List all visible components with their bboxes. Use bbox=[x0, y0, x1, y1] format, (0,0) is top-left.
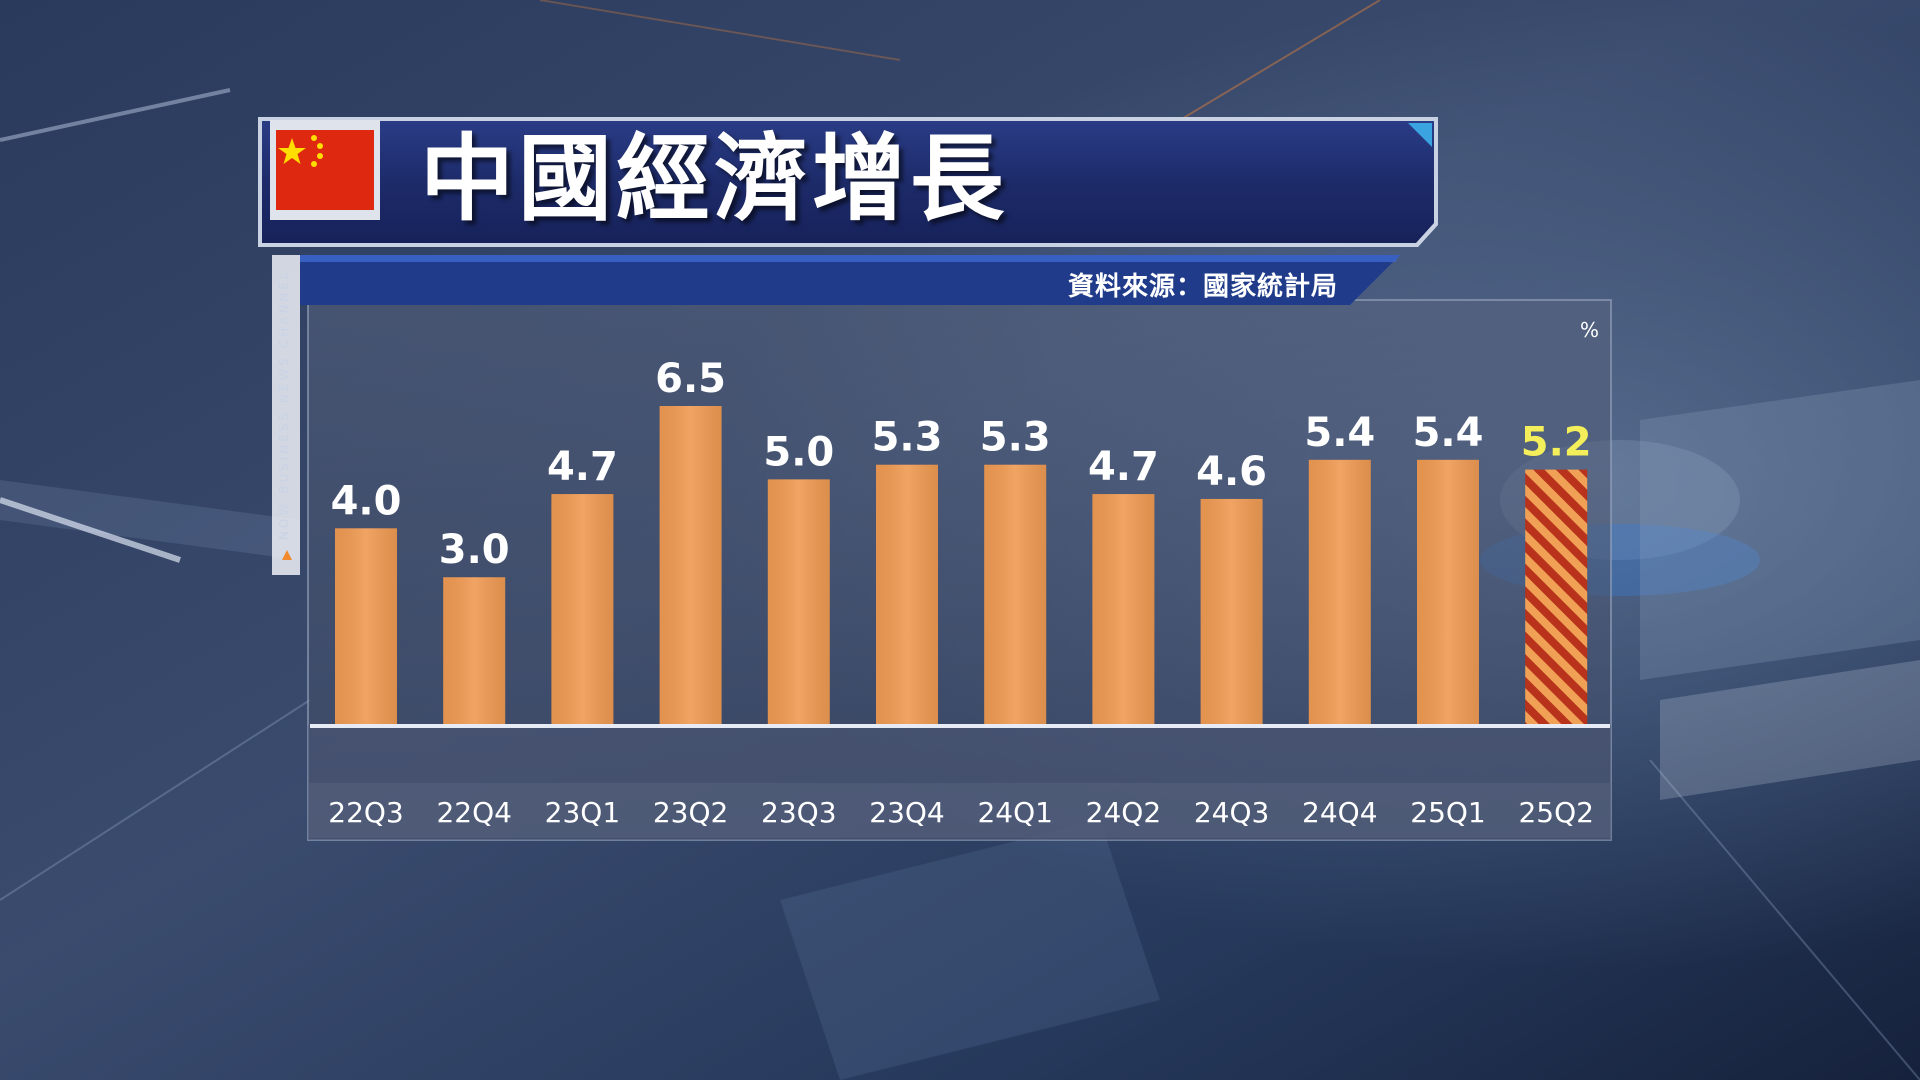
value-label-22Q3: 4.0 bbox=[331, 478, 402, 524]
title-banner bbox=[258, 117, 1438, 247]
bar-shading-23Q4 bbox=[876, 464, 938, 724]
value-label-24Q3: 4.6 bbox=[1196, 449, 1267, 495]
value-label-25Q1: 5.4 bbox=[1413, 410, 1484, 456]
chart-title: 中國經濟增長 bbox=[420, 125, 1009, 234]
bar-shading-23Q3 bbox=[767, 479, 830, 724]
category-label-24Q4: 24Q4 bbox=[1302, 796, 1377, 829]
value-label-24Q4: 5.4 bbox=[1304, 410, 1375, 456]
bar-shading-24Q2 bbox=[1092, 494, 1155, 724]
bar-shading-22Q4 bbox=[443, 577, 506, 724]
category-label-25Q2: 25Q2 bbox=[1518, 796, 1593, 829]
bar-shading-24Q1 bbox=[984, 464, 1047, 724]
category-label-24Q3: 24Q3 bbox=[1194, 796, 1269, 829]
category-label-23Q3: 23Q3 bbox=[761, 796, 836, 829]
value-label-23Q2: 6.5 bbox=[655, 356, 726, 402]
value-label-24Q1: 5.3 bbox=[980, 415, 1051, 461]
value-label-23Q3: 5.0 bbox=[763, 429, 834, 475]
value-label-22Q4: 3.0 bbox=[439, 527, 510, 573]
category-label-22Q3: 22Q3 bbox=[328, 796, 403, 829]
china-flag-icon bbox=[270, 120, 380, 220]
bar-shading-22Q3 bbox=[335, 528, 397, 724]
source-note: 資料來源：國家統計局 bbox=[1067, 272, 1338, 302]
bar-shading-24Q3 bbox=[1200, 498, 1263, 724]
category-label-23Q4: 23Q4 bbox=[869, 796, 944, 829]
category-label-23Q2: 23Q2 bbox=[653, 796, 728, 829]
category-label-22Q4: 22Q4 bbox=[436, 796, 511, 829]
category-label-24Q2: 24Q2 bbox=[1086, 796, 1161, 829]
value-label-25Q2: 5.2 bbox=[1521, 420, 1592, 466]
value-label-23Q4: 5.3 bbox=[872, 415, 943, 461]
category-label-24Q1: 24Q1 bbox=[977, 796, 1052, 829]
unit-label: % bbox=[1580, 318, 1600, 342]
value-label-23Q1: 4.7 bbox=[547, 444, 618, 490]
bar-shading-23Q2 bbox=[659, 406, 722, 724]
bar-shading-25Q1 bbox=[1417, 459, 1479, 724]
value-label-24Q2: 4.7 bbox=[1088, 444, 1159, 490]
category-label-23Q1: 23Q1 bbox=[545, 796, 620, 829]
category-label-25Q1: 25Q1 bbox=[1410, 796, 1485, 829]
bar-shading-24Q4 bbox=[1308, 459, 1371, 724]
bar-shading-23Q1 bbox=[551, 494, 614, 724]
bar-25Q2 bbox=[1525, 469, 1588, 724]
